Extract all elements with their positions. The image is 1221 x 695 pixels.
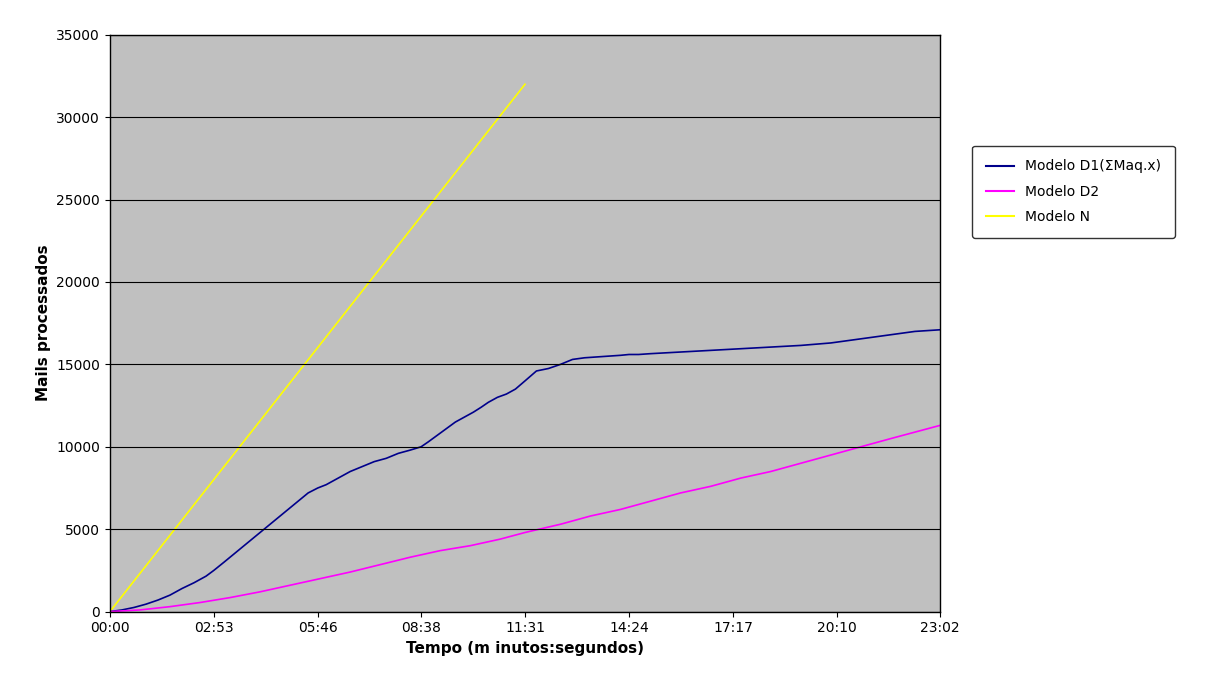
X-axis label: Tempo (m inutos:segundos): Tempo (m inutos:segundos) (407, 641, 643, 656)
Y-axis label: Mails processados: Mails processados (35, 245, 51, 402)
Legend: Modelo D1(ΣMaq.x), Modelo D2, Modelo N: Modelo D1(ΣMaq.x), Modelo D2, Modelo N (972, 145, 1175, 238)
